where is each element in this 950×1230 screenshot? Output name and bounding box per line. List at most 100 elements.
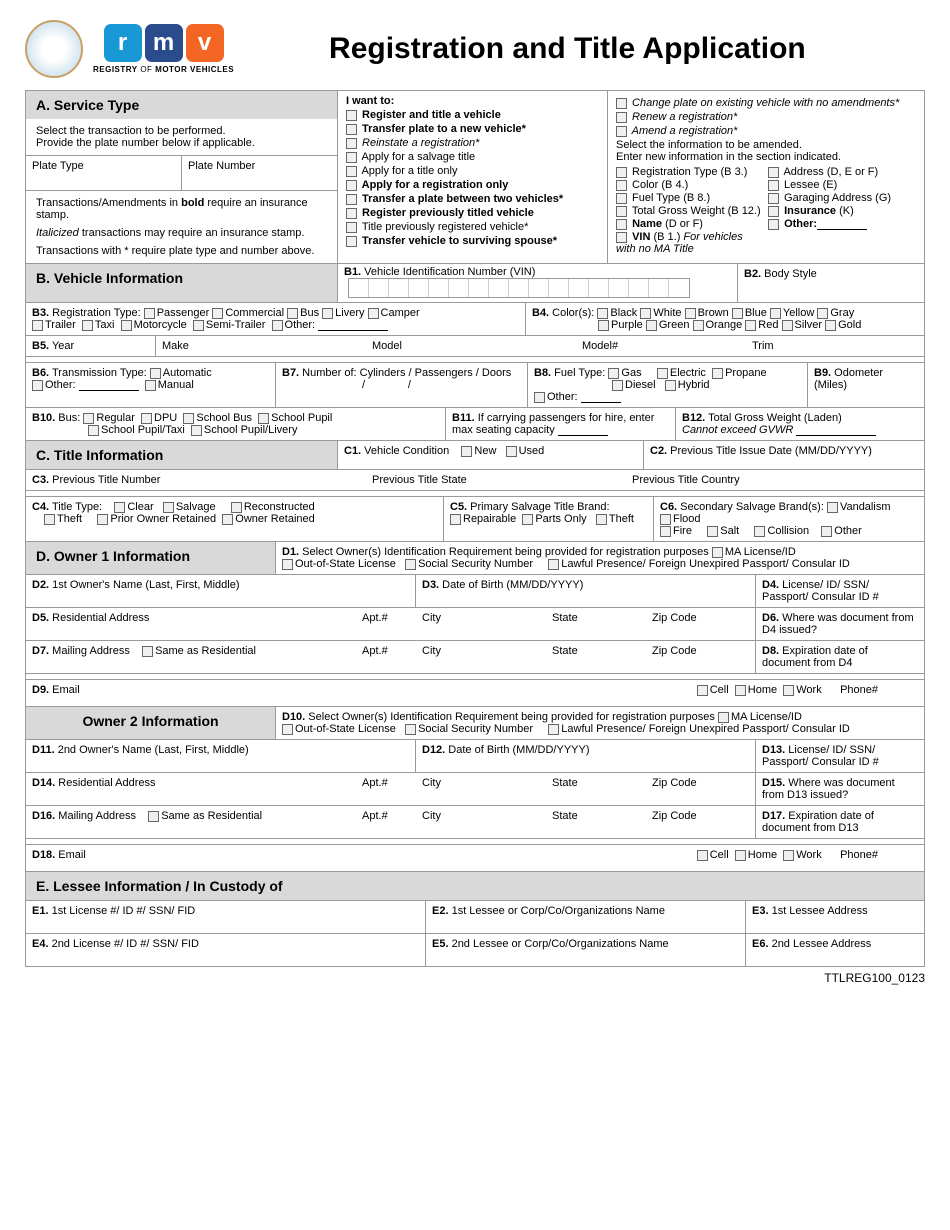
cb-schoolpupil[interactable] (258, 413, 269, 424)
vin-input[interactable] (348, 278, 690, 298)
checkbox[interactable] (768, 219, 779, 230)
cb-coll[interactable] (754, 526, 765, 537)
cb-salvage[interactable] (163, 502, 174, 513)
cb-ssn[interactable] (405, 559, 416, 570)
checkbox[interactable] (745, 320, 756, 331)
checkbox[interactable] (322, 308, 333, 319)
cb-lawful2[interactable] (548, 724, 559, 735)
cb-salt[interactable] (707, 526, 718, 537)
cb-dpu[interactable] (141, 413, 152, 424)
checkbox[interactable] (346, 110, 357, 121)
checkbox[interactable] (646, 320, 657, 331)
checkbox[interactable] (817, 308, 828, 319)
cb-owner[interactable] (222, 514, 233, 525)
checkbox[interactable] (368, 308, 379, 319)
cb-oos2[interactable] (282, 724, 293, 735)
cb-used[interactable] (506, 446, 517, 457)
checkbox[interactable] (212, 308, 223, 319)
cb-electric[interactable] (657, 368, 668, 379)
checkbox[interactable] (825, 320, 836, 331)
cb-home[interactable] (735, 685, 746, 696)
checkbox[interactable] (32, 320, 43, 331)
cb-parts[interactable] (522, 514, 533, 525)
checkbox[interactable] (346, 194, 357, 205)
checkbox[interactable] (616, 126, 627, 137)
checkbox[interactable] (598, 320, 609, 331)
cb-splivery[interactable] (191, 425, 202, 436)
checkbox[interactable] (272, 320, 283, 331)
checkbox[interactable] (346, 138, 357, 149)
checkbox[interactable] (616, 219, 627, 230)
cb-oos[interactable] (282, 559, 293, 570)
cb-clear[interactable] (114, 502, 125, 513)
cb-schoolbus[interactable] (183, 413, 194, 424)
cb-fuelother[interactable] (534, 392, 545, 403)
checkbox[interactable] (193, 320, 204, 331)
checkbox[interactable] (346, 180, 357, 191)
checkbox[interactable] (768, 180, 779, 191)
cb-theft[interactable] (44, 514, 55, 525)
checkbox[interactable] (616, 167, 627, 178)
checkbox[interactable] (768, 193, 779, 204)
cb-same2[interactable] (148, 811, 159, 822)
checkbox[interactable] (640, 308, 651, 319)
cb-auto[interactable] (150, 368, 161, 379)
checkbox[interactable] (685, 308, 696, 319)
b5-model: Model (366, 336, 576, 356)
checkbox[interactable] (768, 206, 779, 217)
checkbox[interactable] (144, 308, 155, 319)
cb-repair[interactable] (450, 514, 461, 525)
checkbox[interactable] (346, 236, 357, 247)
d5-zip: Zip Code (646, 608, 756, 640)
cb-ma[interactable] (712, 547, 723, 558)
cb-flood[interactable] (660, 514, 671, 525)
checkbox[interactable] (616, 232, 627, 243)
cb-hybrid[interactable] (665, 380, 676, 391)
cb-vand[interactable] (827, 502, 838, 513)
d14: D14. Residential Address (26, 773, 356, 805)
checkbox[interactable] (346, 222, 357, 233)
d17: D17. Expiration date of document from D1… (756, 806, 924, 838)
cb-home2[interactable] (735, 850, 746, 861)
cb-new[interactable] (461, 446, 472, 457)
cb-cell2[interactable] (697, 850, 708, 861)
cb-cell[interactable] (697, 685, 708, 696)
cb-regular[interactable] (83, 413, 94, 424)
checkbox[interactable] (616, 193, 627, 204)
cb-work2[interactable] (783, 850, 794, 861)
cb-other6[interactable] (821, 526, 832, 537)
cb-manual[interactable] (145, 380, 156, 391)
checkbox[interactable] (768, 167, 779, 178)
cb-recon[interactable] (231, 502, 242, 513)
checkbox[interactable] (693, 320, 704, 331)
cb-ssn2[interactable] (405, 724, 416, 735)
cb-diesel[interactable] (612, 380, 623, 391)
cb-same[interactable] (142, 646, 153, 657)
checkbox[interactable] (597, 308, 608, 319)
checkbox[interactable] (732, 308, 743, 319)
cb-ma2[interactable] (718, 712, 729, 723)
checkbox[interactable] (616, 112, 627, 123)
cb-sptaxi[interactable] (88, 425, 99, 436)
checkbox[interactable] (346, 208, 357, 219)
checkbox[interactable] (346, 166, 357, 177)
checkbox[interactable] (616, 98, 627, 109)
checkbox[interactable] (346, 152, 357, 163)
cb-fire[interactable] (660, 526, 671, 537)
checkbox[interactable] (782, 320, 793, 331)
cb-propane[interactable] (712, 368, 723, 379)
checkbox[interactable] (82, 320, 93, 331)
cb-other-trans[interactable] (32, 380, 43, 391)
checkbox[interactable] (616, 206, 627, 217)
cb-theft2[interactable] (596, 514, 607, 525)
checkbox[interactable] (346, 124, 357, 135)
checkbox[interactable] (770, 308, 781, 319)
cb-lawful[interactable] (548, 559, 559, 570)
checkbox[interactable] (287, 308, 298, 319)
service-option: Apply for a salvage title (346, 151, 599, 163)
cb-prior[interactable] (97, 514, 108, 525)
checkbox[interactable] (121, 320, 132, 331)
checkbox[interactable] (616, 180, 627, 191)
cb-work[interactable] (783, 685, 794, 696)
cb-gas[interactable] (608, 368, 619, 379)
